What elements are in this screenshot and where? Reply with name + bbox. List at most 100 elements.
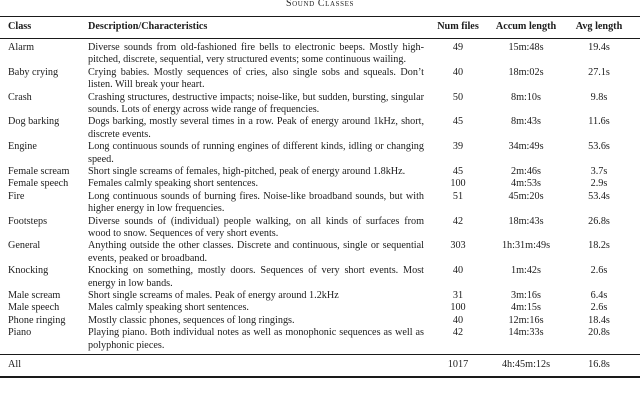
avg-length-cell: 27.1s <box>588 66 610 78</box>
description-cell: Diverse sounds from old-fashioned fire b… <box>88 41 424 66</box>
avg-length-cell: 18.4s <box>588 314 610 326</box>
num-files-cell: 45 <box>452 165 464 177</box>
avg-length-cell: 18.2s <box>588 240 610 252</box>
description-cell: Females calmly speaking short sentences. <box>88 178 259 190</box>
table-row: Male scream Short single screams of males… <box>0 290 640 302</box>
accum-length-cell: 4h:45m:12s <box>484 354 568 379</box>
column-header-description: Description/Characteristics <box>88 16 432 39</box>
accum-length-cell: 12m:16s <box>508 314 544 326</box>
description-cell <box>88 354 432 379</box>
class-cell: Fire <box>8 190 25 202</box>
accum-length-cell: 1h:31m:49s <box>501 240 551 252</box>
num-files-cell: 45 <box>452 116 464 128</box>
class-cell: Alarm <box>8 41 35 53</box>
table-caption: Sound Classes <box>285 0 355 9</box>
accum-length-cell: 8m:10s <box>510 91 541 103</box>
totals-row: All 1017 4h:45m:12s 16.8s <box>0 354 640 379</box>
header-row: Class Description/Characteristics Num fi… <box>0 16 640 39</box>
description-cell: Long continuous sounds of burning fires.… <box>88 190 424 215</box>
num-files-cell: 40 <box>452 314 464 326</box>
num-files-cell: 40 <box>452 66 464 78</box>
num-files-cell: 39 <box>452 141 464 153</box>
description-cell: Long continuous sounds of running engine… <box>88 141 424 165</box>
accum-length-cell: 34m:49s <box>508 141 544 153</box>
accum-length-cell: 8m:43s <box>510 116 541 128</box>
avg-length-cell: 2.9s <box>590 178 608 190</box>
class-cell: Male speech <box>8 302 60 314</box>
description-cell: Short single screams of males. Peak of e… <box>88 290 339 302</box>
num-files-cell: 42 <box>432 327 484 356</box>
table-row: Baby crying Crying babies. Mostly sequenc… <box>0 67 640 92</box>
num-files-cell: 42 <box>452 215 464 227</box>
table-footer: All 1017 4h:45m:12s 16.8s <box>0 354 640 379</box>
class-cell: Baby crying <box>8 66 59 78</box>
column-header-avg-length: Avg length <box>568 16 640 39</box>
column-header-class: Class <box>0 16 88 39</box>
description-cell: Playing piano. Both individual notes as … <box>88 327 432 356</box>
table-row: Engine Long continuous sounds of running … <box>0 141 640 166</box>
table-row: Phone ringing Mostly classic phones, sequ… <box>0 315 640 327</box>
class-cell: Piano <box>0 327 88 356</box>
avg-length-cell: 11.6s <box>588 116 610 128</box>
accum-length-cell: 2m:46s <box>510 165 541 177</box>
description-cell: Knocking on something, mostly doors. Seq… <box>88 265 424 289</box>
num-files-cell: 50 <box>452 91 464 103</box>
table-row: Male speech Males calmly speaking short s… <box>0 302 640 314</box>
accum-length-cell: 45m:20s <box>508 190 544 202</box>
description-cell: Anything outside the other classes. Disc… <box>88 240 424 264</box>
class-cell: Female speech <box>8 178 69 190</box>
table-row: Footsteps Diverse sounds of (individual) … <box>0 216 640 241</box>
table-row: General Anything outside the other classe… <box>0 240 640 265</box>
avg-length-cell: 53.6s <box>588 141 610 153</box>
num-files-cell: 31 <box>452 290 464 302</box>
avg-length-cell: 9.8s <box>590 91 608 103</box>
num-files-cell: 1017 <box>432 354 484 379</box>
class-cell: General <box>8 240 41 252</box>
class-cell: Female scream <box>8 165 70 177</box>
avg-length-cell: 20.8s <box>568 327 640 356</box>
table-body: Alarm Diverse sounds from old-fashioned f… <box>0 38 640 356</box>
num-files-cell: 49 <box>452 41 464 53</box>
avg-length-cell: 6.4s <box>590 290 608 302</box>
accum-length-cell: 1m:42s <box>510 265 541 277</box>
class-cell: Male scream <box>8 290 61 302</box>
avg-length-cell: 26.8s <box>588 215 610 227</box>
table-row: Fire Long continuous sounds of burning fi… <box>0 191 640 216</box>
column-header-accum-length: Accum length <box>484 16 568 39</box>
class-cell: Knocking <box>8 265 49 277</box>
accum-length-cell: 18m:02s <box>508 66 544 78</box>
description-cell: Mostly classic phones, sequences of long… <box>88 314 295 326</box>
avg-length-cell: 2.6s <box>590 302 608 314</box>
column-header-num-files: Num files <box>432 16 484 39</box>
accum-length-cell: 18m:43s <box>508 215 544 227</box>
table-row: Piano Playing piano. Both individual note… <box>0 327 640 356</box>
num-files-cell: 51 <box>452 190 464 202</box>
class-cell: Phone ringing <box>8 314 66 326</box>
description-cell: Short single screams of females, high-pi… <box>88 165 406 177</box>
class-cell: Engine <box>8 141 37 153</box>
class-cell: Crash <box>8 91 32 103</box>
table-row: Crash Crashing structures, destructive im… <box>0 92 640 117</box>
avg-length-cell: 2.6s <box>590 265 608 277</box>
accum-length-cell: 14m:33s <box>484 327 568 356</box>
description-cell: Males calmly speaking short sentences. <box>88 302 249 314</box>
description-cell: Crying babies. Mostly sequences of cries… <box>88 66 424 91</box>
description-cell: Dogs barking, mostly several times in a … <box>88 116 424 140</box>
avg-length-cell: 16.8s <box>568 354 640 379</box>
num-files-cell: 303 <box>450 240 466 252</box>
sound-classes-table: Class Description/Characteristics Num fi… <box>0 16 640 379</box>
accum-length-cell: 4m:53s <box>510 178 541 190</box>
num-files-cell: 100 <box>450 178 466 190</box>
accum-length-cell: 4m:15s <box>510 302 541 314</box>
description-cell: Crashing structures, destructive impacts… <box>88 91 424 115</box>
table-header: Class Description/Characteristics Num fi… <box>0 16 640 39</box>
table-row: Knocking Knocking on something, mostly do… <box>0 265 640 290</box>
table-row: Dog barking Dogs barking, mostly several … <box>0 116 640 141</box>
table-row: Female scream Short single screams of fem… <box>0 166 640 178</box>
avg-length-cell: 19.4s <box>588 41 610 53</box>
num-files-cell: 40 <box>452 265 464 277</box>
accum-length-cell: 15m:48s <box>508 41 544 53</box>
num-files-cell: 100 <box>450 302 466 314</box>
class-cell: All <box>0 354 88 379</box>
